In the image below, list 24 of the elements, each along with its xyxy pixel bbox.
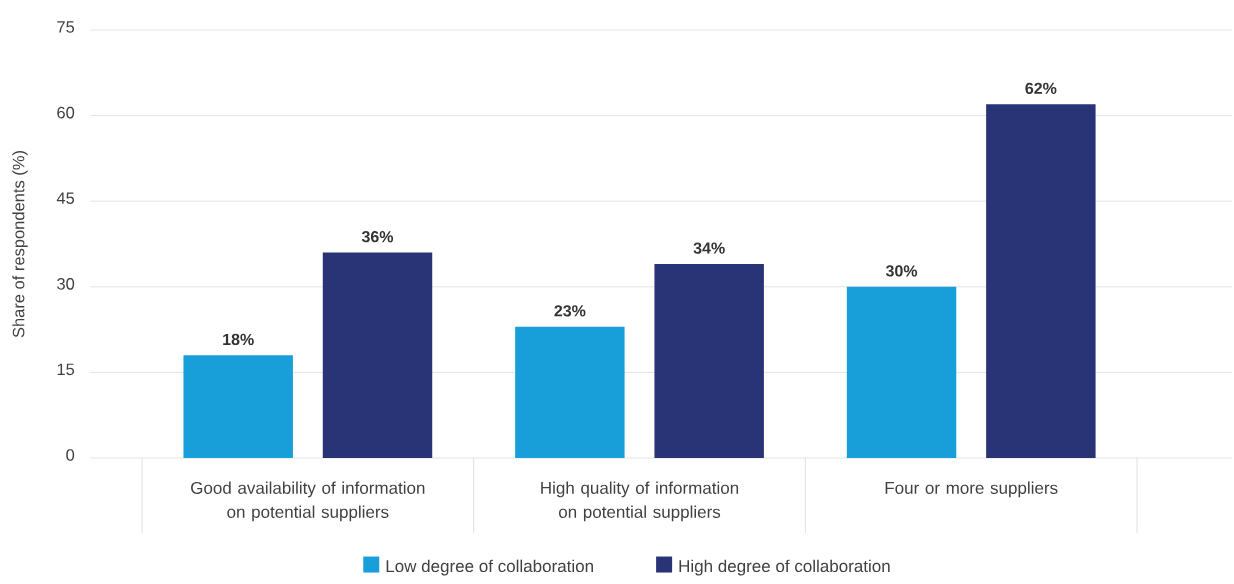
- bar: [846, 286, 957, 458]
- bar: [183, 355, 293, 458]
- bar: [986, 104, 1096, 458]
- data-label: 18%: [223, 333, 254, 346]
- y-tick-label: 45: [56, 192, 75, 204]
- x-tick-label: Good availability of information on potential suppliers: [191, 481, 425, 522]
- x-tick-label: High quality of information on potential suppliers: [541, 481, 739, 522]
- bar: [515, 326, 625, 458]
- bar: [322, 252, 433, 458]
- y-tick-label: 60: [57, 106, 75, 119]
- y-tick-label: 30: [57, 277, 75, 290]
- data-label: 34%: [693, 242, 725, 254]
- y-tick-label: 0: [66, 449, 75, 461]
- x-tick-label: Four or more suppliers: [885, 481, 1058, 498]
- data-label: 62%: [1025, 82, 1057, 94]
- data-label: 36%: [361, 231, 394, 243]
- bar: [654, 263, 764, 458]
- y-tick-label: 75: [57, 21, 75, 33]
- legend-label: High degree of collaboration: [679, 559, 890, 576]
- data-label: 23%: [554, 305, 586, 317]
- y-tick-label: 15: [57, 363, 75, 376]
- legend-label: Low degree of collaboration: [386, 559, 593, 576]
- data-label: 30%: [885, 265, 918, 277]
- y-axis-title: Share of respondents (%): [12, 151, 28, 338]
